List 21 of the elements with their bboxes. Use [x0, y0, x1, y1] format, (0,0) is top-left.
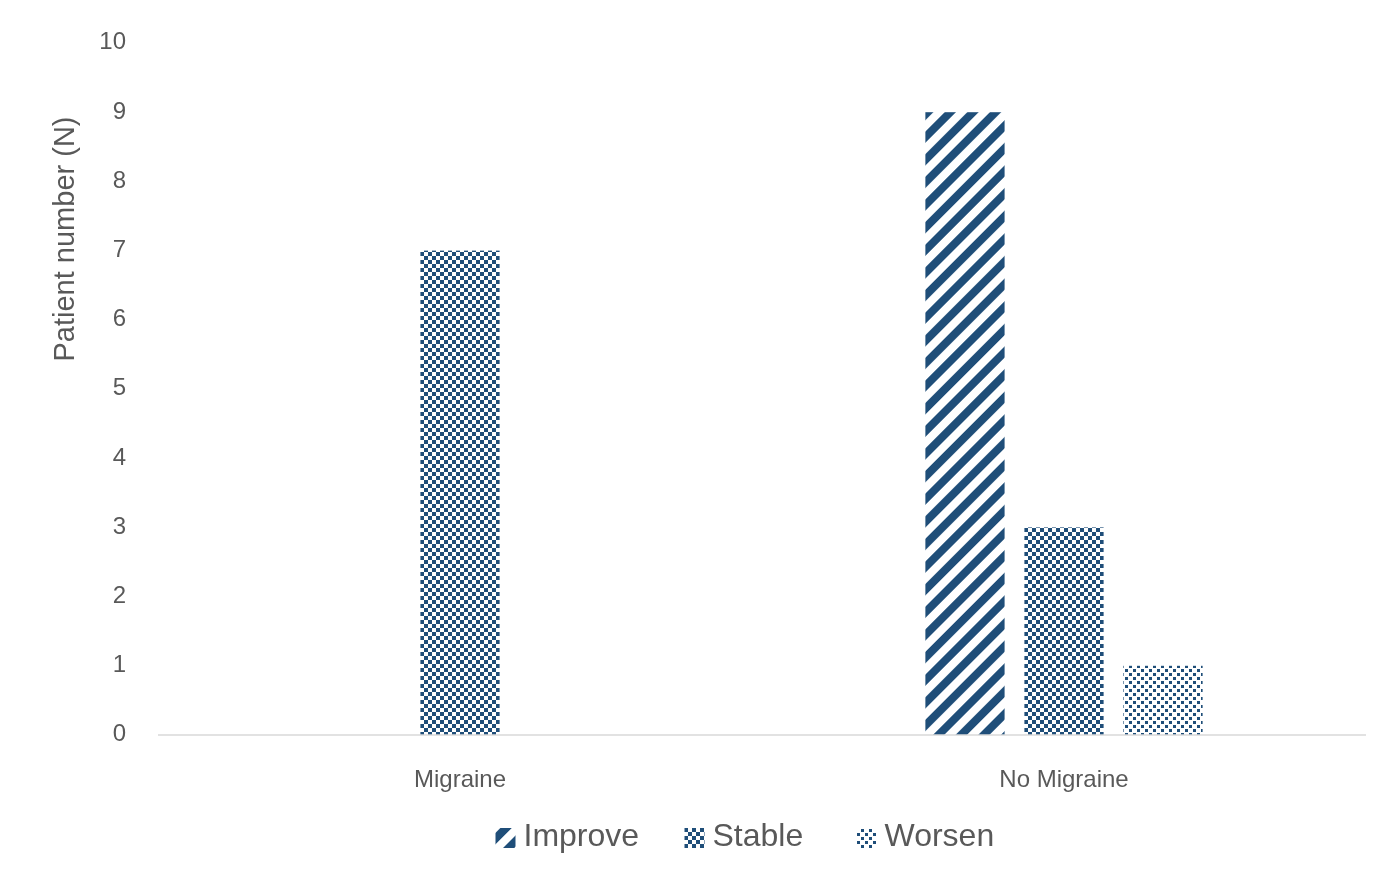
- legend-label: Stable: [712, 817, 804, 854]
- y-tick-label: 8: [112, 165, 126, 193]
- y-tick-label: 4: [112, 442, 126, 470]
- legend-label: Worsen: [884, 817, 995, 854]
- y-tick-label: 0: [112, 719, 126, 747]
- y-tick-label: 6: [112, 304, 126, 332]
- y-tick-label: 10: [99, 27, 126, 55]
- bar: [420, 250, 500, 735]
- y-axis-title: Patient number (N): [48, 116, 80, 362]
- x-tick-label: Migraine: [413, 765, 507, 792]
- y-tick-label: 9: [112, 96, 126, 124]
- bar: [925, 112, 1005, 735]
- x-tick-label: No Migraine: [999, 765, 1129, 792]
- y-tick-label: 7: [112, 234, 126, 262]
- y-tick-label: 3: [112, 511, 126, 539]
- y-tick-label: 1: [112, 650, 126, 678]
- bar: [1123, 665, 1203, 735]
- legend-label: Improve: [523, 817, 640, 854]
- y-tick-label: 2: [112, 580, 126, 608]
- bar: [1024, 527, 1104, 735]
- y-tick-label: 5: [112, 373, 126, 401]
